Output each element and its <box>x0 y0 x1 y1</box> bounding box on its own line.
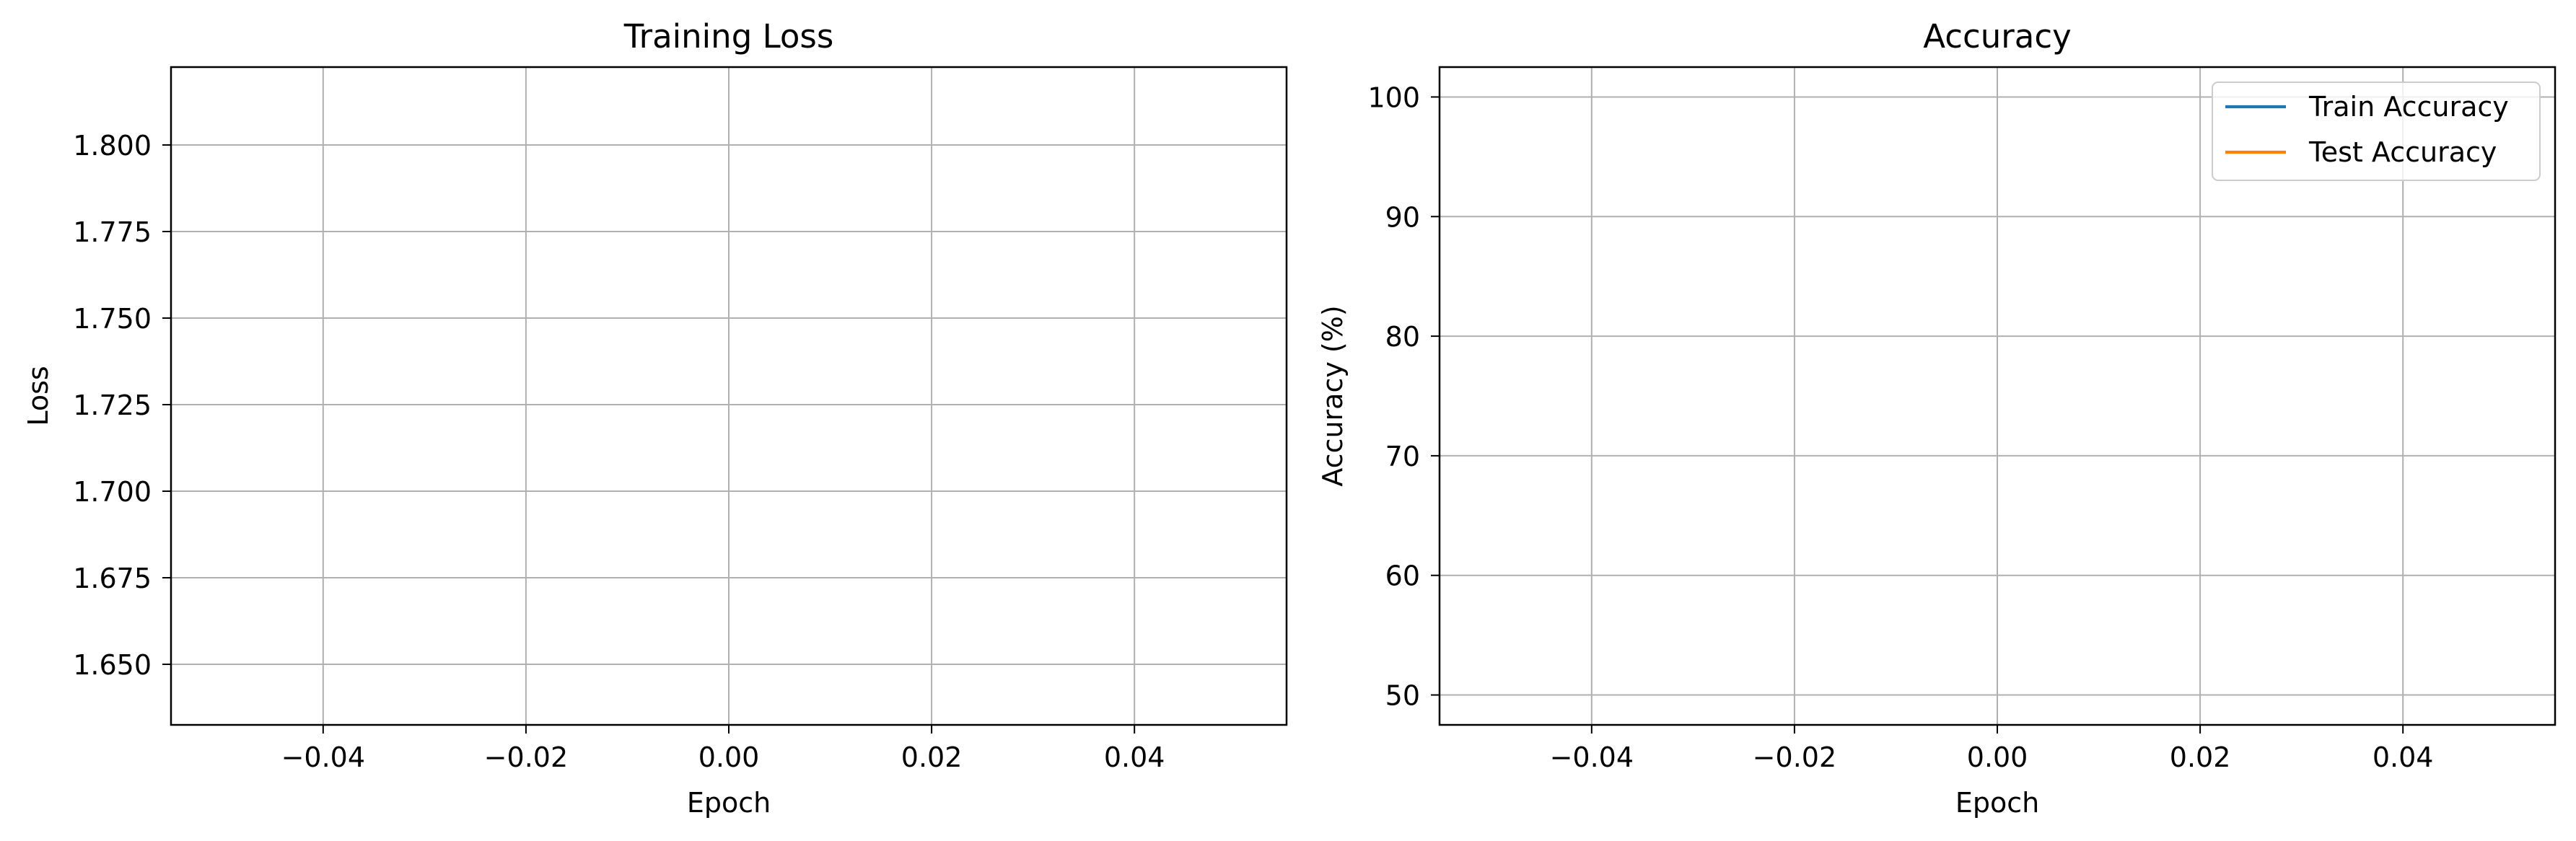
loss-y-axis-label: Loss <box>22 366 54 426</box>
loss-x-axis-label: Epoch <box>687 787 771 819</box>
loss-x-tick-label: −0.04 <box>281 741 365 773</box>
loss-x-tick-label: −0.02 <box>484 741 568 773</box>
loss-x-tick-label: 0.04 <box>1104 741 1165 773</box>
legend-label-test-accuracy: Test Accuracy <box>2308 136 2497 168</box>
accuracy-y-axis-label: Accuracy (%) <box>1317 305 1349 486</box>
accuracy-x-tick-label: 0.02 <box>2170 741 2231 773</box>
accuracy-x-tick-label: 0.04 <box>2373 741 2434 773</box>
loss-y-tick-label: 1.650 <box>73 649 152 681</box>
loss-y-tick-label: 1.775 <box>73 216 152 248</box>
accuracy-y-tick-label: 100 <box>1367 82 1420 113</box>
loss-chart-title: Training Loss <box>623 17 834 56</box>
loss-ticks: −0.04 −0.02 0.00 0.02 0.04 1.650 1.675 1.700 1.7… <box>73 130 1165 773</box>
loss-y-tick-label: 1.675 <box>73 563 152 594</box>
loss-x-tick-label: 0.00 <box>698 741 760 773</box>
loss-chart: −0.04 −0.02 0.00 0.02 0.04 1.650 1.675 1.700 1.7… <box>22 17 1288 819</box>
loss-grid <box>171 67 1287 725</box>
accuracy-legend: Train Accuracy Test Accuracy <box>2212 82 2541 181</box>
accuracy-x-axis-label: Epoch <box>1955 787 2039 819</box>
accuracy-y-tick-label: 60 <box>1385 560 1420 592</box>
loss-y-tick-label: 1.700 <box>73 476 152 508</box>
accuracy-chart-title: Accuracy <box>1923 17 2071 56</box>
accuracy-y-tick-label: 80 <box>1385 321 1420 353</box>
accuracy-chart: −0.04 −0.02 0.00 0.02 0.04 50 60 70 80 90 100 Accu… <box>1317 17 2557 819</box>
accuracy-y-tick-label: 50 <box>1385 680 1420 712</box>
legend-label-train-accuracy: Train Accuracy <box>2308 91 2509 123</box>
accuracy-x-tick-label: −0.04 <box>1550 741 1634 773</box>
accuracy-x-tick-label: 0.00 <box>1967 741 2028 773</box>
accuracy-x-tick-label: −0.02 <box>1753 741 1836 773</box>
loss-x-tick-label: 0.02 <box>901 741 963 773</box>
loss-y-tick-label: 1.725 <box>73 389 152 421</box>
accuracy-y-tick-label: 90 <box>1385 201 1420 233</box>
loss-y-tick-label: 1.800 <box>73 130 152 162</box>
accuracy-ticks: −0.04 −0.02 0.00 0.02 0.04 50 60 70 80 90 100 <box>1367 82 2433 773</box>
legend-box <box>2212 82 2541 181</box>
accuracy-y-tick-label: 70 <box>1385 441 1420 472</box>
loss-y-tick-label: 1.750 <box>73 303 152 335</box>
